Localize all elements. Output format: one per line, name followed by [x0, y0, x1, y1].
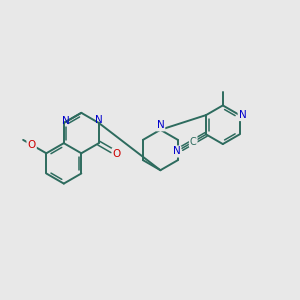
Text: O: O — [28, 140, 36, 150]
Text: N: N — [172, 146, 180, 157]
Text: C: C — [190, 137, 196, 147]
Text: O: O — [113, 148, 121, 159]
Text: N: N — [95, 115, 103, 125]
Text: N: N — [238, 110, 246, 120]
Text: N: N — [62, 116, 70, 127]
Text: N: N — [157, 120, 164, 130]
